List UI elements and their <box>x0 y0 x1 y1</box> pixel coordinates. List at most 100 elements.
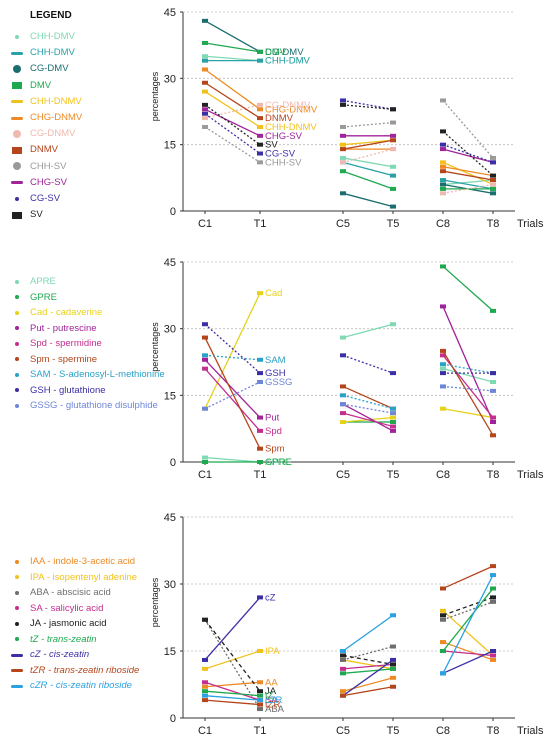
data-point <box>202 67 208 72</box>
data-point <box>390 666 396 671</box>
data-point <box>340 420 346 424</box>
series-label: CHG-DNMV <box>265 104 318 115</box>
series-line <box>204 323 261 374</box>
series-line <box>204 619 261 710</box>
data-point <box>440 191 446 196</box>
legend-marker-icon <box>10 572 24 582</box>
data-point <box>257 380 263 384</box>
data-point <box>202 693 208 698</box>
data-point <box>257 151 263 156</box>
data-point <box>440 169 446 174</box>
data-point <box>257 689 263 694</box>
legend-item: Put - putrescine <box>10 322 97 335</box>
data-point <box>390 322 396 327</box>
data-point <box>340 666 346 671</box>
legend-label: Cad - cadaverine <box>30 307 103 318</box>
legend-marker-icon <box>10 370 24 380</box>
data-point <box>340 102 346 107</box>
legend-label: IPA - isopentenyl adenine <box>30 571 138 583</box>
data-point <box>490 595 496 600</box>
x-tick-label: T1 <box>254 218 267 230</box>
series-line <box>442 265 494 312</box>
series-line <box>204 55 261 62</box>
data-point <box>490 415 496 420</box>
legend-title: LEGEND <box>30 10 72 21</box>
series-line <box>442 601 494 621</box>
legend-marker-icon <box>10 129 24 139</box>
legend-item: Spd - spermidine <box>10 337 102 350</box>
data-point <box>340 657 346 662</box>
legend-label: APRE <box>30 276 56 287</box>
series-label: SA <box>265 695 278 706</box>
data-point <box>440 142 446 147</box>
series-line <box>342 170 394 190</box>
x-tick-label: T5 <box>387 469 400 481</box>
series-line <box>442 130 494 177</box>
x-tick-label: C8 <box>436 218 450 230</box>
data-point <box>440 649 446 653</box>
legend-item: CHH-DMV <box>10 46 75 59</box>
series-line <box>342 139 394 150</box>
series-line <box>442 100 494 159</box>
data-point <box>202 58 208 63</box>
series-line <box>204 292 261 409</box>
legend-item: SAM - S-adenosyl-L-methionine <box>10 368 165 381</box>
data-point <box>390 662 396 667</box>
data-point <box>390 406 396 411</box>
legend-item: Cad - cadaverine <box>10 306 102 319</box>
data-point <box>202 617 208 622</box>
data-point <box>440 384 446 389</box>
series-label: CHH-DNMV <box>265 122 317 133</box>
legend-marker-icon <box>10 308 24 318</box>
legend-marker-icon <box>10 354 24 364</box>
series-line <box>342 403 394 414</box>
y-tick-label: 45 <box>164 512 176 524</box>
data-point <box>257 680 263 685</box>
legend-label: Spd - spermidine <box>30 338 102 349</box>
series-label: cZR <box>265 695 283 706</box>
data-point <box>202 102 208 107</box>
legend-marker-icon <box>10 145 24 155</box>
legend-item: IPA - isopentenyl adenine <box>10 571 137 584</box>
data-point <box>202 455 208 460</box>
legend-label: GPRE <box>30 291 57 303</box>
data-point <box>440 186 446 191</box>
legend-marker-icon <box>10 48 24 58</box>
data-point <box>340 133 346 138</box>
series-line <box>204 359 261 419</box>
series-line <box>204 690 261 697</box>
data-point <box>440 353 446 358</box>
data-point <box>202 54 208 59</box>
data-point <box>490 599 496 604</box>
data-point <box>340 689 346 694</box>
data-point <box>340 693 346 698</box>
data-point <box>257 415 263 420</box>
data-point <box>257 693 263 698</box>
data-point <box>490 371 496 376</box>
legend-item: CG-DNMV <box>10 127 75 140</box>
legend-marker-icon <box>10 681 24 691</box>
data-point <box>340 160 346 165</box>
series-line <box>204 596 261 661</box>
data-point <box>490 380 496 384</box>
series-line <box>342 645 394 661</box>
series-line <box>342 161 394 177</box>
series-line <box>342 354 394 374</box>
data-point <box>202 18 208 23</box>
series-line <box>442 350 494 436</box>
data-point <box>340 653 346 658</box>
x-axis-label: Trials <box>517 725 544 737</box>
data-point <box>257 460 263 464</box>
data-point <box>340 124 346 129</box>
data-point <box>257 371 263 376</box>
legend-label: CHH-DNMV <box>30 95 82 107</box>
series-line <box>204 113 261 155</box>
legend-item: CHG-SV <box>10 176 67 189</box>
series-line <box>342 139 394 146</box>
legend-marker-icon <box>10 113 24 123</box>
data-point <box>490 586 496 591</box>
data-point <box>390 107 396 112</box>
data-point <box>257 49 263 54</box>
data-point <box>440 608 446 613</box>
